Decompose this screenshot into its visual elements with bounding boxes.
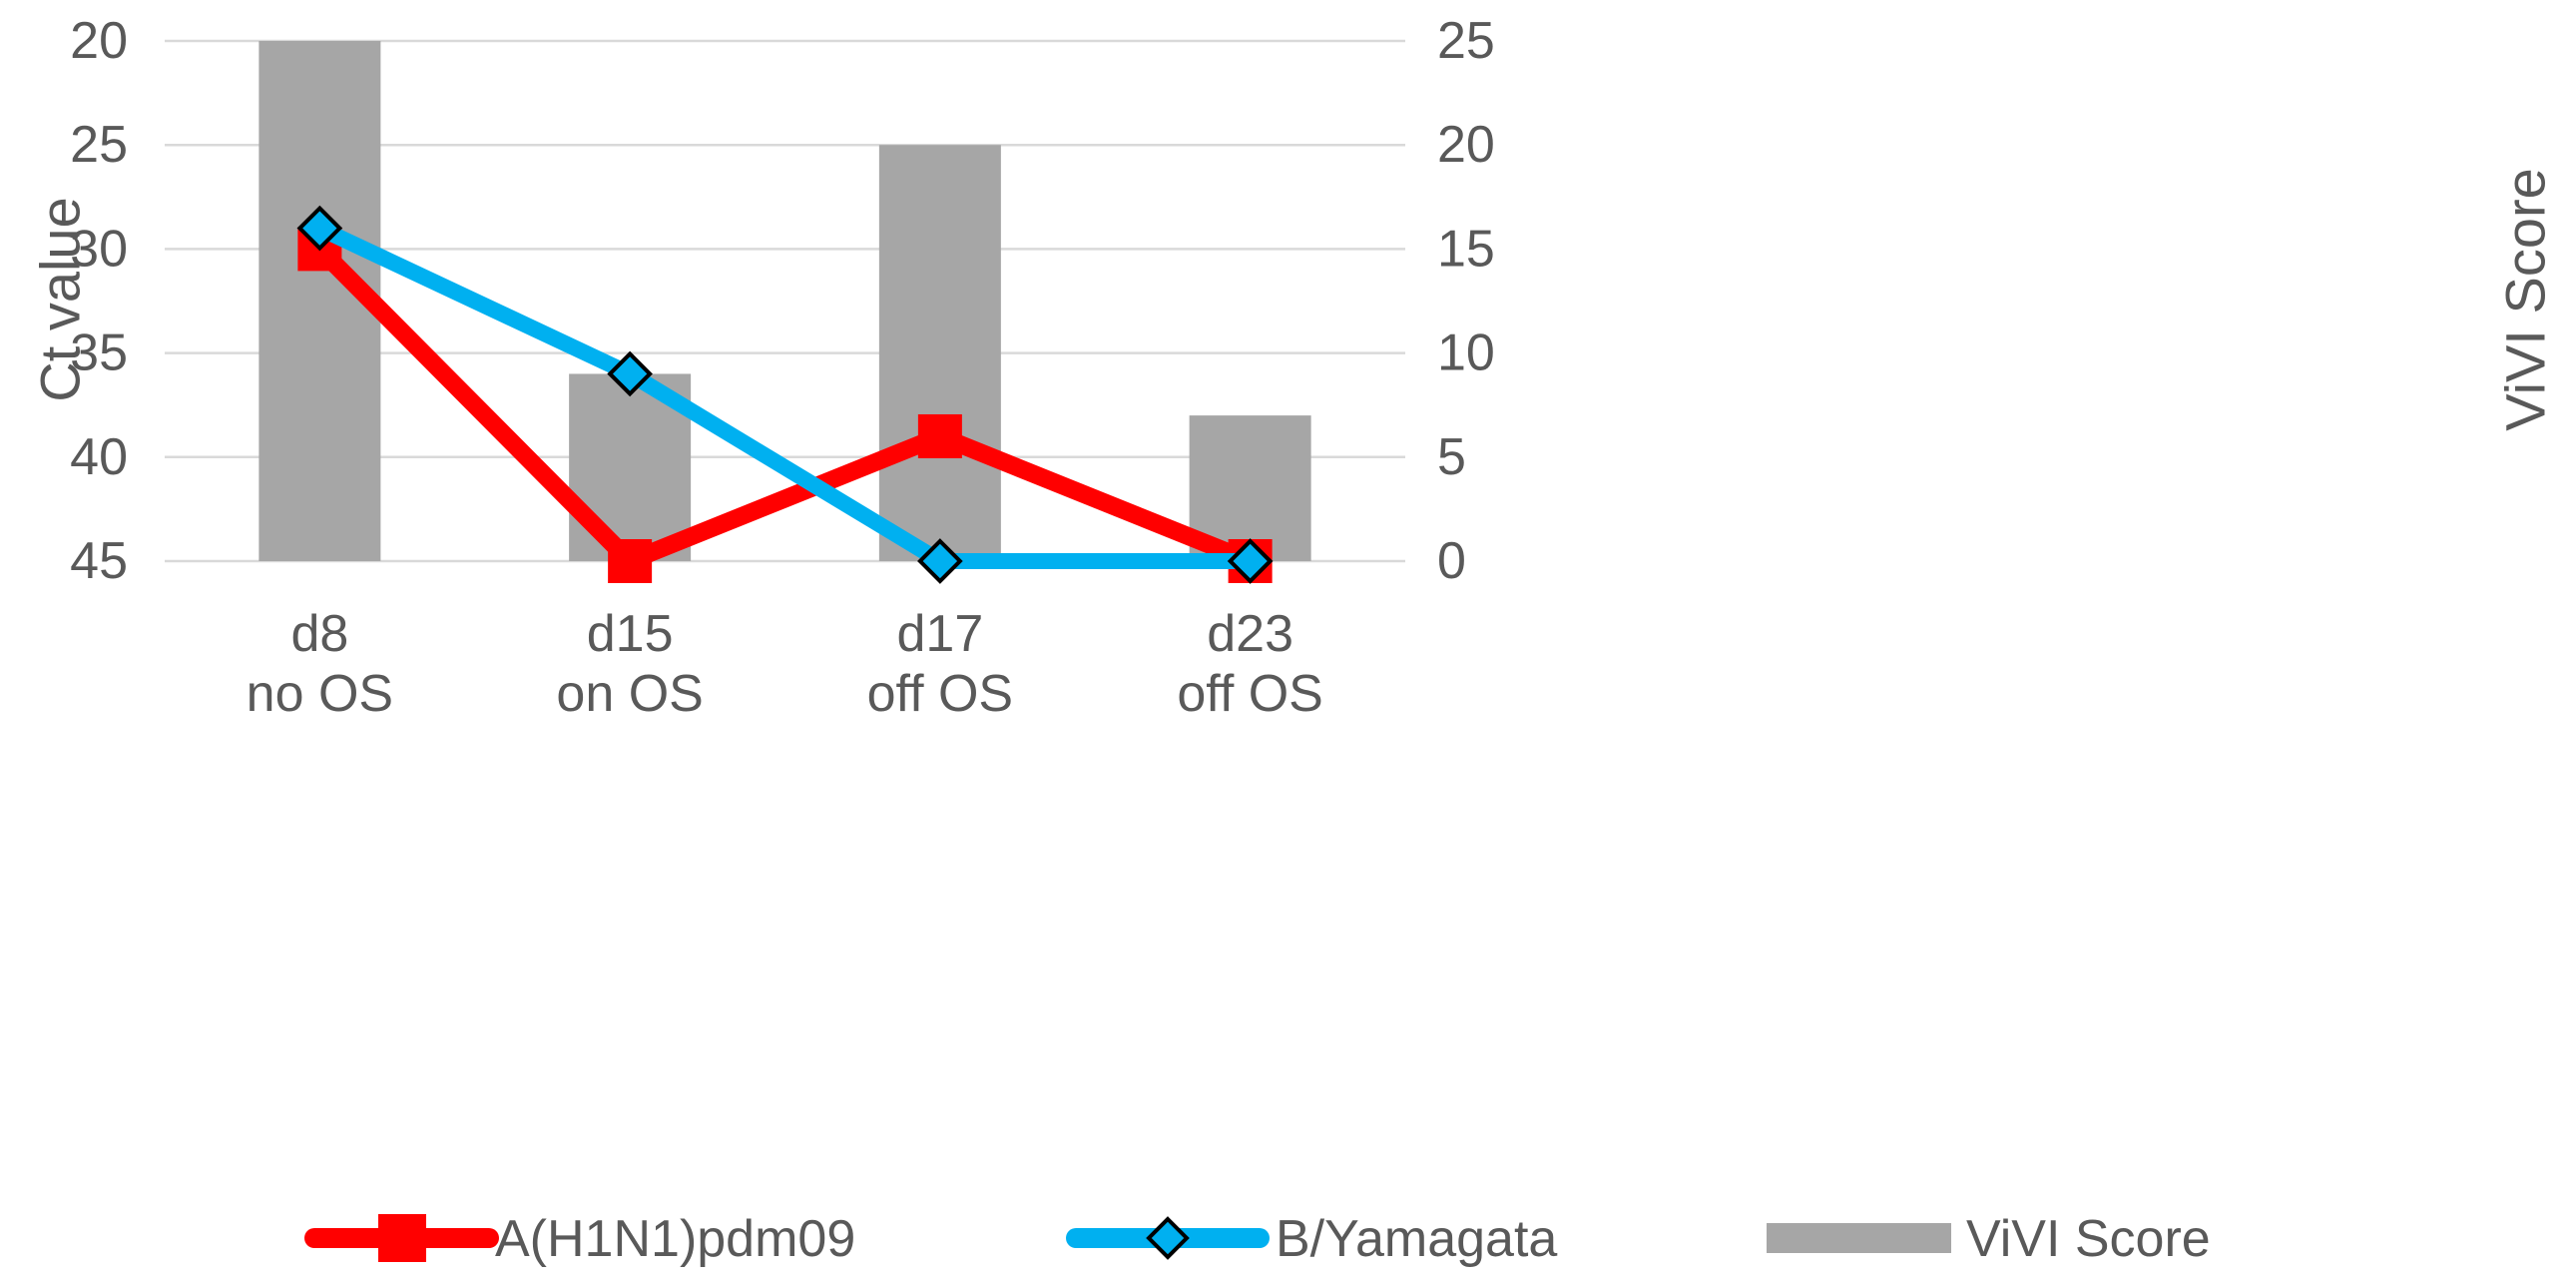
marker-diamond <box>917 538 963 584</box>
bar-vivi-score <box>878 145 1001 561</box>
legend-item-vivi-score: ViVI Score <box>1767 1210 2211 1268</box>
legend-swatch-vivi-score <box>1767 1223 1951 1253</box>
category-label-day: d23 <box>1207 605 1293 663</box>
category-label-day: d8 <box>290 605 348 663</box>
legend-label-vivi-score: ViVI Score <box>1966 1210 2211 1268</box>
legend-item-a-h1n1: A(H1N1)pdm09 <box>304 1210 855 1268</box>
category-label-status: off OS <box>1177 665 1322 723</box>
right-axis-title: ViVI Score <box>2494 168 2557 431</box>
right-tick-label: 25 <box>1437 12 1495 70</box>
line-series <box>296 205 1274 584</box>
right-tick-label: 0 <box>1437 532 1466 590</box>
left-axis-title: Ct value <box>29 197 92 401</box>
left-tick-label: 30 <box>70 220 128 278</box>
category-label-status: on OS <box>556 665 703 723</box>
legend-marker-square <box>378 1214 426 1262</box>
marker-square <box>608 539 653 583</box>
marker-diamond <box>296 205 343 252</box>
legend-marker-diamond <box>1146 1216 1190 1260</box>
left-tick-label: 25 <box>70 116 128 174</box>
legend-label-a-h1n1: A(H1N1)pdm09 <box>495 1210 855 1268</box>
line-b-yamagata <box>311 220 1259 569</box>
left-tick-label: 45 <box>70 532 128 590</box>
right-tick-label: 10 <box>1437 324 1495 382</box>
category-label-day: d17 <box>896 605 983 663</box>
marker-diamond <box>1227 538 1274 584</box>
right-tick-label: 20 <box>1437 116 1495 174</box>
left-tick-label: 20 <box>70 12 128 70</box>
right-tick-label: 5 <box>1437 428 1466 486</box>
line-a-h1n1 <box>310 240 1260 570</box>
category-label-status: off OS <box>867 665 1013 723</box>
category-label-status: no OS <box>247 665 393 723</box>
legend-item-b-yamagata: B/Yamagata <box>1066 1210 1557 1268</box>
right-tick-label: 15 <box>1437 220 1495 278</box>
category-label-day: d15 <box>587 605 674 663</box>
left-axis-ticks: 20 25 30 35 40 45 <box>70 12 128 590</box>
right-axis-ticks: 25 20 15 10 5 0 <box>1437 12 1495 590</box>
left-tick-label: 40 <box>70 428 128 486</box>
bar-series-vivi-score <box>258 41 1311 561</box>
legend-label-b-yamagata: B/Yamagata <box>1276 1210 1557 1268</box>
marker-diamond <box>607 350 653 397</box>
left-tick-label: 35 <box>70 324 128 382</box>
legend: A(H1N1)pdm09 B/Yamagata ViVI Score <box>304 1210 2211 1268</box>
marker-square <box>917 413 962 458</box>
